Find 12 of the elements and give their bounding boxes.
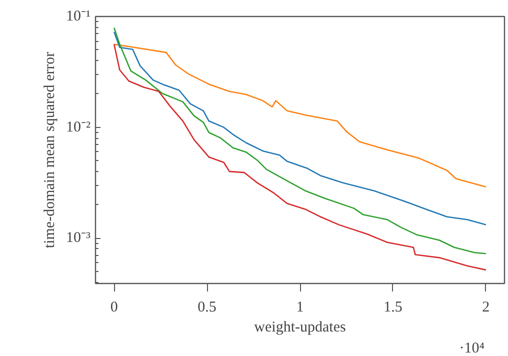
x-tick-label: 1	[296, 300, 304, 316]
y-tick-label: 10⁻²	[66, 119, 92, 136]
y-tick-label: 10⁻¹	[66, 8, 91, 24]
line-series	[113, 44, 487, 188]
text: ·10⁴	[459, 340, 485, 356]
x-tick-label: 0	[110, 300, 118, 316]
x-axis-title: weight-updates	[254, 320, 346, 336]
x-tick-label: 0.5	[198, 300, 216, 316]
y-axis-title: time-domain mean squared error	[42, 52, 58, 248]
x-tick-label: 1.5	[384, 300, 402, 316]
x-tick-label: 2	[482, 300, 490, 316]
y-tick-label: 10⁻³	[66, 230, 92, 246]
